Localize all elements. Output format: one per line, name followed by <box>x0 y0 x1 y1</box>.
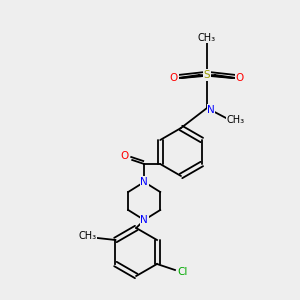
Text: CH₃: CH₃ <box>78 231 97 241</box>
Text: N: N <box>140 215 148 225</box>
Text: O: O <box>120 151 128 161</box>
Text: O: O <box>170 73 178 83</box>
Text: CH₃: CH₃ <box>227 115 245 125</box>
Text: S: S <box>204 70 210 80</box>
Text: N: N <box>140 177 148 187</box>
Text: CH₃: CH₃ <box>198 33 216 43</box>
Text: Cl: Cl <box>178 267 188 277</box>
Text: O: O <box>236 73 244 83</box>
Text: N: N <box>207 105 215 115</box>
